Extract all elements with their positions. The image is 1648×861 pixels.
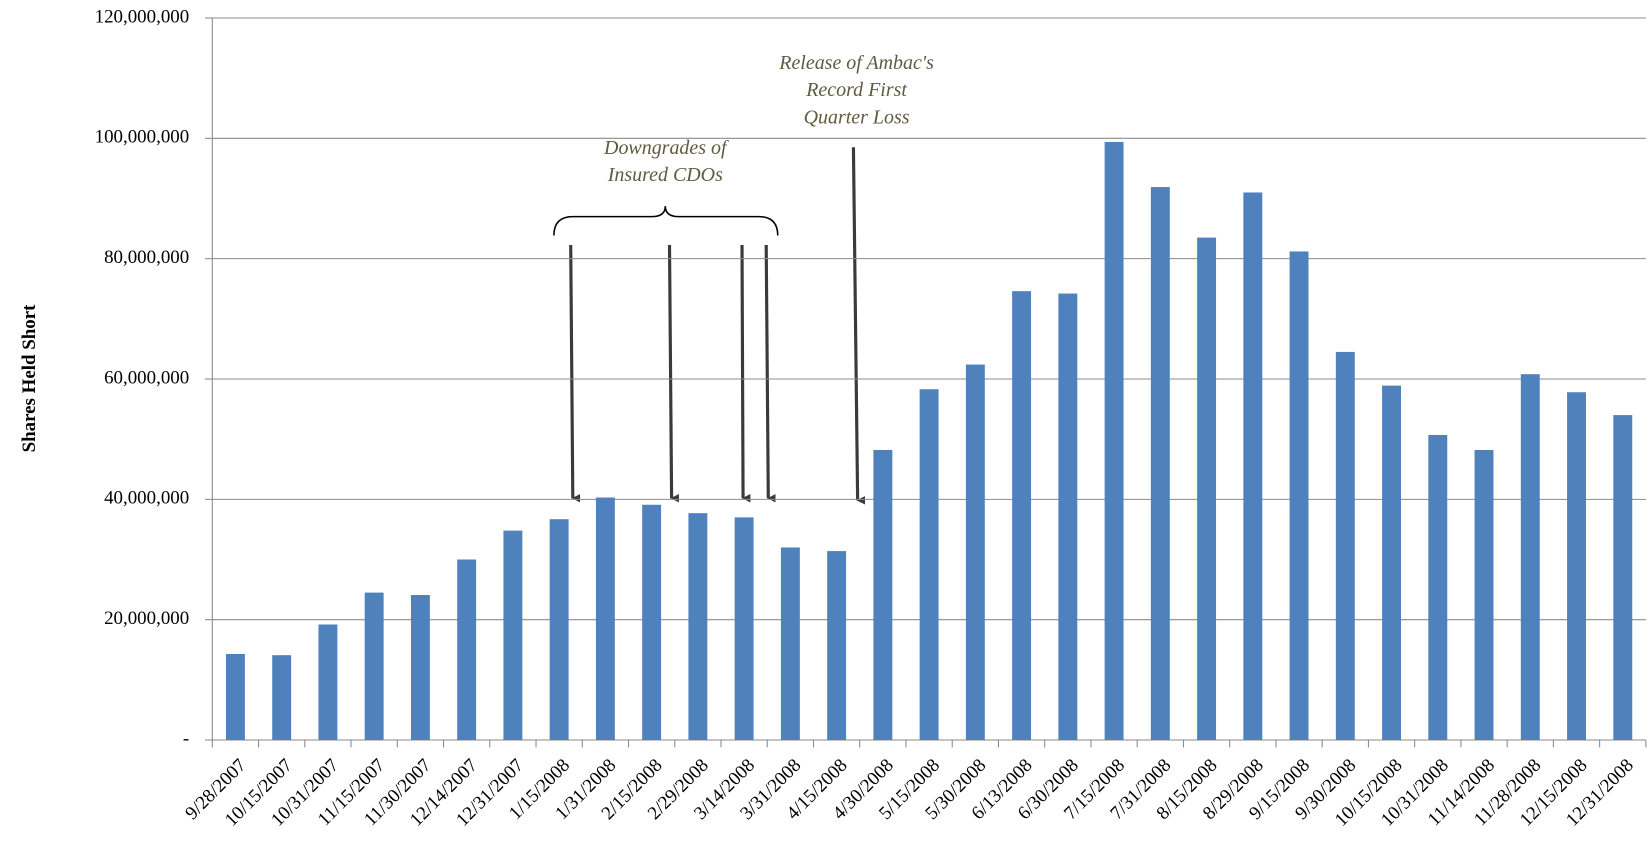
bar	[503, 530, 523, 741]
bar	[780, 547, 800, 741]
bar	[1474, 450, 1494, 741]
bar	[1335, 351, 1355, 741]
bar	[225, 653, 245, 741]
bar	[364, 592, 384, 741]
bar	[1520, 374, 1540, 741]
bar	[595, 497, 615, 741]
y-tick-label: 80,000,000	[104, 247, 189, 268]
bar	[1150, 187, 1170, 741]
annotation: Record First	[805, 79, 907, 101]
bar	[1197, 237, 1217, 741]
bar	[1289, 251, 1309, 741]
bar	[873, 450, 893, 741]
y-axis-label: Shares Held Short	[19, 304, 40, 452]
bar	[1058, 293, 1078, 741]
bar	[688, 513, 708, 741]
annotation: Insured CDOs	[607, 164, 723, 186]
bar	[410, 595, 430, 741]
bar	[1104, 141, 1124, 741]
annotation: Downgrades of	[603, 137, 729, 159]
bar	[919, 389, 939, 741]
bar	[1012, 291, 1032, 741]
bar	[1243, 192, 1263, 741]
arrow	[851, 147, 866, 505]
bar	[457, 559, 477, 741]
bar	[642, 504, 662, 741]
annotation: Release of Ambac's	[778, 52, 934, 74]
bar	[1382, 385, 1402, 741]
bar	[1428, 434, 1448, 741]
bar	[965, 364, 985, 741]
y-tick-label: 20,000,000	[104, 608, 189, 629]
y-tick-label: 60,000,000	[104, 367, 189, 388]
y-tick-label: 120,000,000	[95, 6, 190, 27]
bar	[272, 655, 292, 741]
y-tick-label: 100,000,000	[95, 127, 190, 148]
arrow	[740, 244, 751, 503]
arrow	[667, 244, 679, 503]
bar	[827, 551, 847, 741]
bar	[318, 624, 338, 741]
annotation: Quarter Loss	[804, 106, 910, 128]
arrow	[569, 244, 581, 503]
bar	[1567, 392, 1586, 741]
bar	[734, 517, 754, 741]
brace	[553, 206, 779, 236]
arrow	[764, 244, 776, 503]
y-tick-label: -	[183, 728, 189, 749]
bar	[549, 519, 569, 741]
annotation-arrows	[569, 147, 866, 505]
y-tick-label: 40,000,000	[104, 488, 189, 509]
bar	[1613, 415, 1633, 741]
